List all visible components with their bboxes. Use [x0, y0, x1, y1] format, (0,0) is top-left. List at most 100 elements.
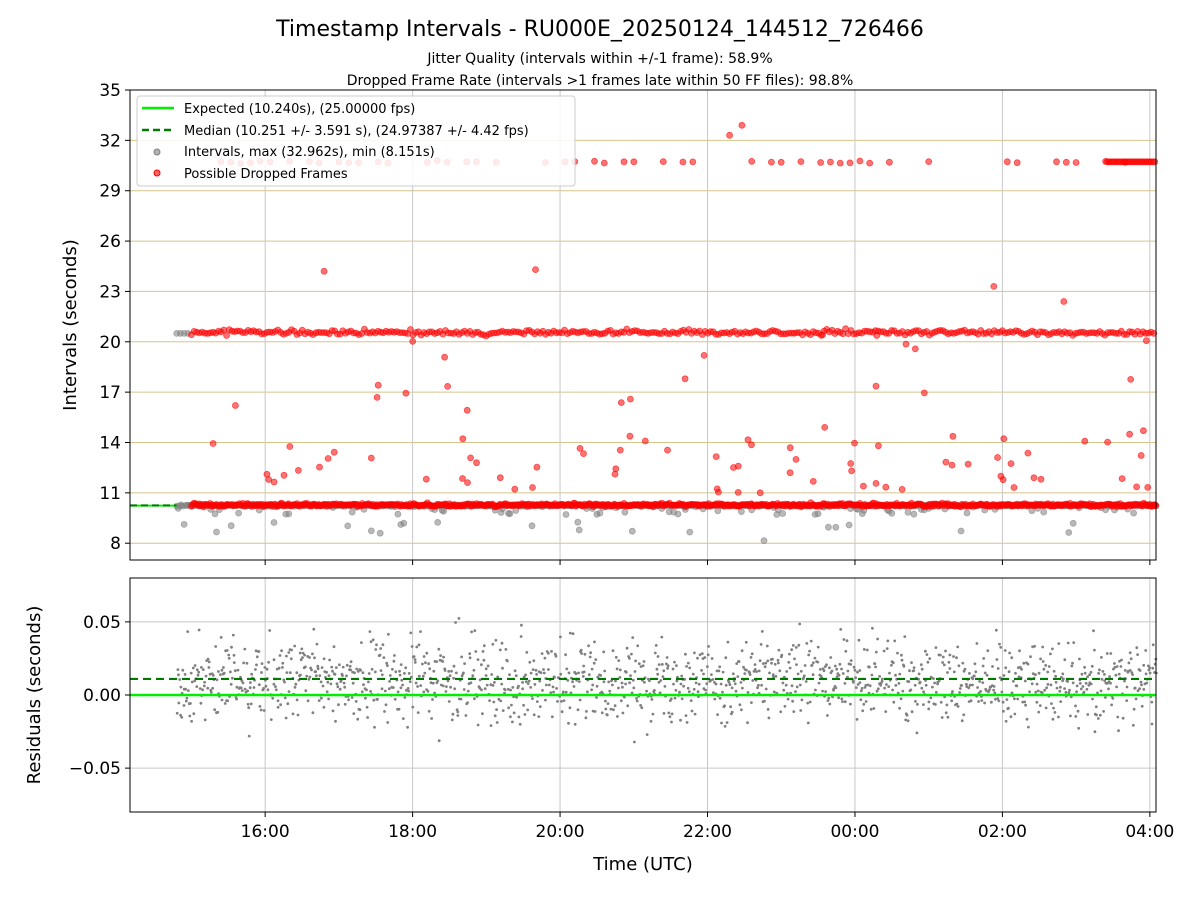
- dropped-frame-point: [1144, 483, 1152, 491]
- residual-point: [542, 671, 546, 675]
- residual-point: [520, 623, 523, 627]
- dropped-frame-point: [223, 332, 231, 339]
- residual-point: [191, 666, 195, 670]
- residual-point: [951, 690, 954, 693]
- residual-point: [398, 673, 402, 677]
- residual-point: [907, 680, 911, 683]
- dropped-frame-point: [990, 282, 998, 290]
- residual-point: [555, 687, 558, 690]
- residual-point: [448, 674, 452, 678]
- residual-point: [901, 689, 905, 693]
- residual-point: [367, 680, 370, 684]
- dropped-frame-point: [1118, 475, 1126, 483]
- residual-point: [909, 688, 913, 692]
- residual-point: [350, 696, 354, 699]
- interval-point: [628, 527, 636, 535]
- residual-point: [403, 696, 407, 699]
- residual-point: [741, 686, 744, 690]
- residual-point: [1148, 666, 1152, 670]
- residual-point: [308, 656, 311, 659]
- residual-point: [1036, 689, 1040, 693]
- residual-point: [854, 686, 858, 689]
- residual-point: [494, 638, 498, 642]
- residual-point: [481, 650, 485, 653]
- residual-point: [942, 663, 946, 667]
- residual-point: [696, 656, 699, 660]
- residual-point: [372, 698, 376, 702]
- residual-point: [1013, 697, 1016, 701]
- dropped-frame-point: [860, 482, 867, 490]
- residual-point: [684, 652, 687, 656]
- dropped-frame-point: [467, 454, 475, 462]
- residual-point: [1051, 647, 1054, 651]
- interval-point: [957, 527, 965, 535]
- residual-point: [204, 674, 208, 678]
- residual-point: [1074, 704, 1077, 708]
- residual-point: [383, 710, 386, 713]
- residual-point: [543, 656, 547, 660]
- legend-expected-label: Expected (10.240s), (25.00000 fps): [184, 102, 415, 117]
- residual-point: [211, 674, 215, 677]
- residual-point: [1071, 661, 1074, 665]
- residual-point: [279, 703, 282, 707]
- residual-point: [399, 686, 403, 690]
- dropped-frame-point: [591, 157, 598, 165]
- residual-point: [761, 662, 765, 665]
- residual-point: [766, 708, 770, 711]
- residual-point: [1051, 717, 1055, 721]
- residual-point: [1002, 674, 1006, 677]
- dropped-frame-point: [441, 353, 449, 361]
- dropped-frame-point: [738, 121, 746, 129]
- residual-point: [490, 673, 494, 676]
- residual-point: [318, 674, 322, 677]
- residual-point: [315, 642, 319, 646]
- residual-point: [1140, 683, 1143, 687]
- dropped-frame-point: [1140, 427, 1147, 435]
- residual-point: [905, 713, 909, 717]
- residual-point: [952, 670, 956, 674]
- residual-point: [843, 682, 847, 685]
- residual-point: [1142, 663, 1146, 667]
- residual-point: [960, 719, 964, 723]
- residual-point: [538, 679, 542, 683]
- residual-point: [518, 722, 522, 726]
- residual-point: [207, 666, 211, 669]
- residual-point: [890, 663, 893, 667]
- residual-point: [272, 682, 276, 686]
- residual-point: [387, 687, 391, 691]
- residual-point: [215, 678, 219, 682]
- residual-point: [693, 651, 696, 655]
- residual-point: [811, 661, 815, 665]
- dropped-frame-point: [712, 453, 720, 461]
- residual-point: [457, 617, 461, 620]
- residual-point: [236, 668, 240, 672]
- residual-point: [854, 676, 857, 680]
- dropped-frame-point: [689, 158, 697, 166]
- residual-point: [1129, 657, 1133, 661]
- residual-point: [1058, 689, 1062, 693]
- residual-point: [559, 635, 562, 639]
- residual-point: [314, 670, 318, 673]
- residual-point: [1100, 656, 1103, 659]
- residual-point: [581, 675, 585, 678]
- residual-point: [1059, 700, 1063, 703]
- residual-point: [345, 663, 349, 667]
- residual-point: [441, 660, 445, 663]
- residual-point: [898, 706, 901, 710]
- residual-point: [673, 696, 677, 700]
- residual-point: [896, 651, 899, 655]
- residual-point: [178, 678, 182, 681]
- residual-point: [992, 685, 996, 688]
- residual-point: [682, 684, 685, 688]
- residual-point: [826, 714, 829, 717]
- residual-point: [786, 697, 790, 701]
- residual-point: [456, 710, 460, 714]
- residual-point: [1100, 677, 1104, 681]
- residual-point: [295, 671, 299, 675]
- residual-point: [388, 674, 392, 677]
- residual-point: [750, 701, 753, 704]
- dropped-frame-point: [856, 157, 864, 165]
- dropped-frame-point: [620, 158, 628, 166]
- dropped-frame-point: [1000, 435, 1008, 443]
- residual-point: [381, 643, 385, 647]
